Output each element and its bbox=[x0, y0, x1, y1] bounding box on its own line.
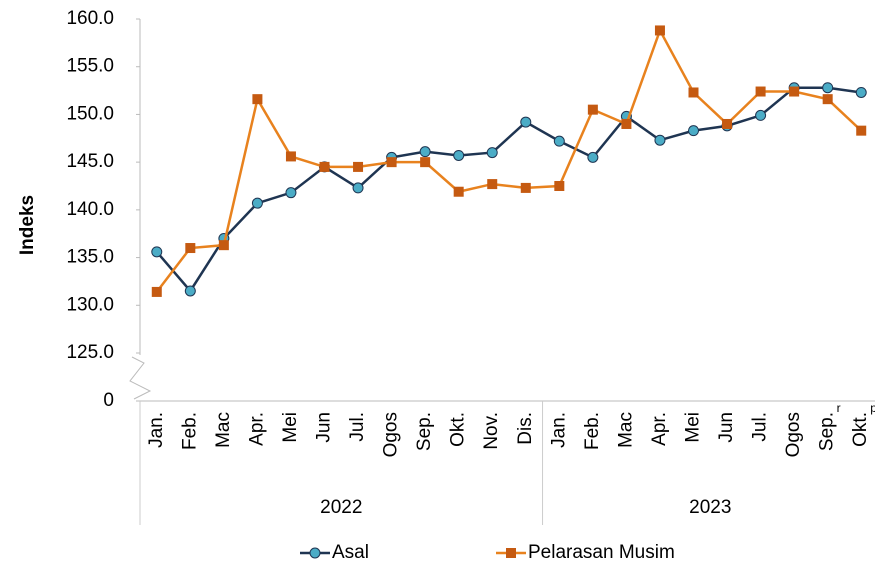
series-line bbox=[155, 86, 862, 294]
x-tick-superscript: r bbox=[837, 401, 841, 415]
data-point bbox=[184, 285, 196, 297]
data-point bbox=[822, 82, 834, 94]
x-tick-label: Jul. bbox=[347, 412, 368, 442]
data-point bbox=[553, 135, 565, 147]
data-point bbox=[789, 86, 800, 97]
data-point bbox=[151, 246, 163, 258]
data-point bbox=[419, 146, 431, 158]
data-point bbox=[520, 116, 532, 128]
y-tick-label: 160.0 bbox=[66, 8, 114, 29]
y-tick-label: 130.0 bbox=[66, 294, 114, 315]
x-tick-label: Ogos bbox=[381, 412, 402, 457]
data-point bbox=[486, 147, 498, 159]
data-point bbox=[151, 286, 162, 297]
group-label: 2023 bbox=[689, 497, 731, 518]
data-point bbox=[453, 149, 465, 161]
data-point bbox=[621, 118, 632, 129]
x-tick-label: Ogos bbox=[783, 412, 804, 457]
data-point bbox=[520, 182, 531, 193]
data-point bbox=[856, 125, 867, 136]
x-tick-superscript: p bbox=[870, 401, 875, 415]
axis-break bbox=[129, 356, 152, 400]
y-tick-label: 155.0 bbox=[66, 56, 114, 77]
data-point bbox=[587, 151, 599, 163]
x-tick-label: Mac bbox=[213, 412, 234, 448]
legend-marker bbox=[506, 548, 516, 558]
data-point bbox=[688, 125, 699, 137]
data-point bbox=[654, 25, 665, 36]
x-tick-label: Mac bbox=[615, 412, 636, 448]
data-point bbox=[654, 134, 666, 146]
data-point bbox=[353, 161, 364, 172]
x-tick-label: Mei bbox=[683, 412, 704, 443]
x-tick-label: Okt. bbox=[850, 412, 871, 447]
legend-label: Asal bbox=[332, 542, 369, 563]
data-point bbox=[453, 186, 464, 197]
data-point bbox=[755, 109, 767, 121]
x-tick-label: Jun bbox=[716, 412, 737, 443]
data-point bbox=[185, 243, 196, 254]
data-point bbox=[487, 179, 498, 190]
y-tick-label: 135.0 bbox=[66, 247, 114, 268]
data-point bbox=[319, 161, 330, 172]
series-line bbox=[155, 27, 863, 293]
data-point bbox=[285, 151, 296, 162]
x-tick-label: Jun bbox=[314, 412, 335, 443]
data-point bbox=[352, 182, 364, 194]
x-tick-label: Nov. bbox=[481, 412, 502, 450]
x-tick-label: Okt. bbox=[448, 412, 469, 447]
data-point bbox=[251, 197, 263, 209]
data-point bbox=[688, 87, 699, 98]
x-tick-label: Mei bbox=[280, 412, 301, 443]
data-point bbox=[722, 118, 733, 129]
x-tick-label: Dis. bbox=[515, 412, 536, 445]
y-tick-label: 150.0 bbox=[66, 103, 114, 124]
x-tick-label: Jul. bbox=[750, 412, 771, 442]
x-tick-label: Sep. bbox=[817, 412, 838, 451]
x-tick-label: Jan. bbox=[548, 412, 569, 448]
legend-label: Pelarasan Musim bbox=[528, 542, 675, 563]
x-tick-label: Jan. bbox=[146, 412, 167, 448]
data-point bbox=[822, 94, 833, 105]
x-tick-label: Sep. bbox=[414, 412, 435, 451]
group-label: 2022 bbox=[320, 497, 362, 518]
data-point bbox=[252, 94, 263, 105]
data-point bbox=[587, 104, 598, 115]
data-point bbox=[755, 86, 766, 97]
x-tick-label: Apr. bbox=[649, 412, 670, 446]
x-tick-label: Feb. bbox=[582, 412, 603, 450]
data-point bbox=[386, 157, 397, 168]
data-point bbox=[218, 240, 229, 251]
data-point bbox=[420, 157, 431, 168]
legend-marker bbox=[309, 547, 321, 559]
data-point bbox=[554, 181, 565, 191]
x-tick-label: Apr. bbox=[246, 412, 267, 446]
x-tick-label: Feb. bbox=[179, 412, 200, 450]
y-tick-label: 145.0 bbox=[66, 151, 114, 172]
y-tick-label: 125.0 bbox=[66, 342, 114, 363]
y-axis-label: Indeks bbox=[17, 195, 38, 255]
data-point bbox=[285, 187, 297, 199]
y-tick-label: 140.0 bbox=[66, 199, 114, 220]
data-point bbox=[855, 86, 867, 98]
y-tick-label: 0 bbox=[103, 390, 114, 411]
